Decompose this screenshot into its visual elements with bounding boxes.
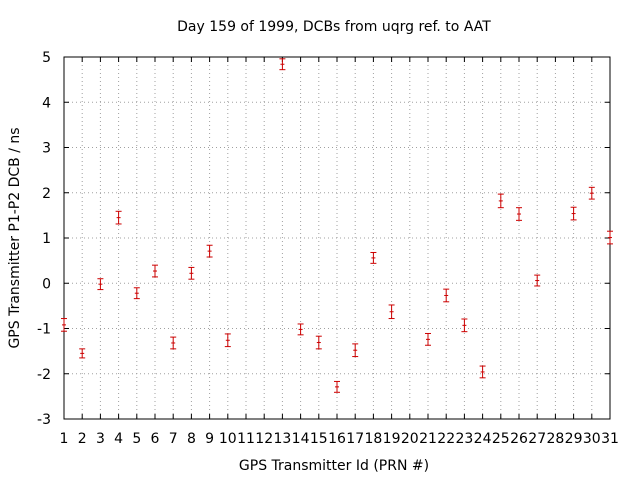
x-tick-label: 25 xyxy=(492,431,510,447)
x-tick-label: 24 xyxy=(474,431,492,447)
axis-ticks: 1 2 3 4 5 6 7 8 9 10 11 12 13 14 15 16 17 18 19 20 21 22 23 24 2… xyxy=(37,50,619,447)
data-point-prn-27 xyxy=(534,274,541,287)
x-tick-label: 6 xyxy=(151,431,160,447)
x-tick-label: 19 xyxy=(383,431,401,447)
data-point-prn-3 xyxy=(97,278,104,291)
x-tick-label: 18 xyxy=(364,431,382,447)
y-tick-label: -2 xyxy=(37,367,51,383)
x-tick-label: 23 xyxy=(455,431,473,447)
x-tick-label: 10 xyxy=(219,431,237,447)
data-point-prn-2 xyxy=(79,348,86,359)
x-axis-label: GPS Transmitter Id (PRN #) xyxy=(239,458,429,474)
data-points xyxy=(61,58,613,393)
x-tick-label: 27 xyxy=(528,431,546,447)
x-tick-label: 28 xyxy=(546,431,564,447)
x-tick-label: 14 xyxy=(292,431,310,447)
x-tick-label: 22 xyxy=(437,431,455,447)
y-tick-label: 2 xyxy=(42,186,51,202)
data-point-prn-5 xyxy=(133,287,140,300)
y-tick-label: 5 xyxy=(42,50,51,66)
data-point-prn-17 xyxy=(352,343,359,358)
y-tick-label: -3 xyxy=(37,412,51,428)
y-tick-label: 3 xyxy=(42,141,51,157)
data-point-prn-21 xyxy=(425,332,431,346)
x-tick-label: 7 xyxy=(169,431,178,447)
x-tick-label: 29 xyxy=(565,431,583,447)
chart-title: Day 159 of 1999, DCBs from uqrg ref. to … xyxy=(177,19,491,35)
data-point-prn-16 xyxy=(334,380,340,393)
data-point-prn-30 xyxy=(588,186,595,200)
data-point-prn-9 xyxy=(206,244,213,258)
x-tick-label: 5 xyxy=(132,431,141,447)
x-tick-label: 13 xyxy=(273,431,291,447)
data-point-prn-13 xyxy=(279,58,286,71)
x-tick-label: 2 xyxy=(78,431,87,447)
x-tick-label: 31 xyxy=(601,431,619,447)
y-tick-label: 0 xyxy=(42,276,51,292)
x-tick-label: 20 xyxy=(401,431,419,447)
x-tick-label: 16 xyxy=(328,431,346,447)
x-tick-label: 17 xyxy=(346,431,364,447)
data-point-prn-7 xyxy=(170,336,177,350)
y-tick-label: -1 xyxy=(37,322,51,338)
data-point-prn-29 xyxy=(570,206,577,221)
data-point-prn-4 xyxy=(115,210,122,225)
x-tick-label: 21 xyxy=(419,431,437,447)
x-tick-label: 11 xyxy=(237,431,255,447)
data-point-prn-25 xyxy=(497,193,504,209)
data-point-prn-15 xyxy=(315,335,322,350)
data-point-prn-10 xyxy=(224,333,231,348)
x-tick-label: 15 xyxy=(310,431,328,447)
data-point-prn-31 xyxy=(607,230,613,245)
data-point-prn-8 xyxy=(188,266,195,280)
data-point-prn-14 xyxy=(297,323,304,336)
x-tick-label: 12 xyxy=(255,431,273,447)
x-tick-label: 8 xyxy=(187,431,196,447)
x-tick-label: 4 xyxy=(114,431,123,447)
y-tick-label: 1 xyxy=(42,231,51,247)
data-point-prn-1 xyxy=(61,318,67,332)
x-tick-label: 1 xyxy=(60,431,69,447)
grid-lines xyxy=(64,57,610,419)
data-point-prn-26 xyxy=(516,207,522,221)
data-point-prn-24 xyxy=(479,365,486,379)
y-axis-label: GPS Transmitter P1-P2 DCB / ns xyxy=(7,127,23,348)
data-point-prn-22 xyxy=(443,288,450,303)
data-point-prn-19 xyxy=(388,304,395,320)
data-point-prn-23 xyxy=(461,318,468,333)
data-point-prn-6 xyxy=(152,264,158,278)
x-tick-label: 3 xyxy=(96,431,105,447)
x-tick-label: 9 xyxy=(205,431,214,447)
data-point-prn-18 xyxy=(370,251,377,264)
y-tick-label: 4 xyxy=(42,95,51,111)
x-tick-label: 26 xyxy=(510,431,528,447)
x-tick-label: 30 xyxy=(583,431,601,447)
